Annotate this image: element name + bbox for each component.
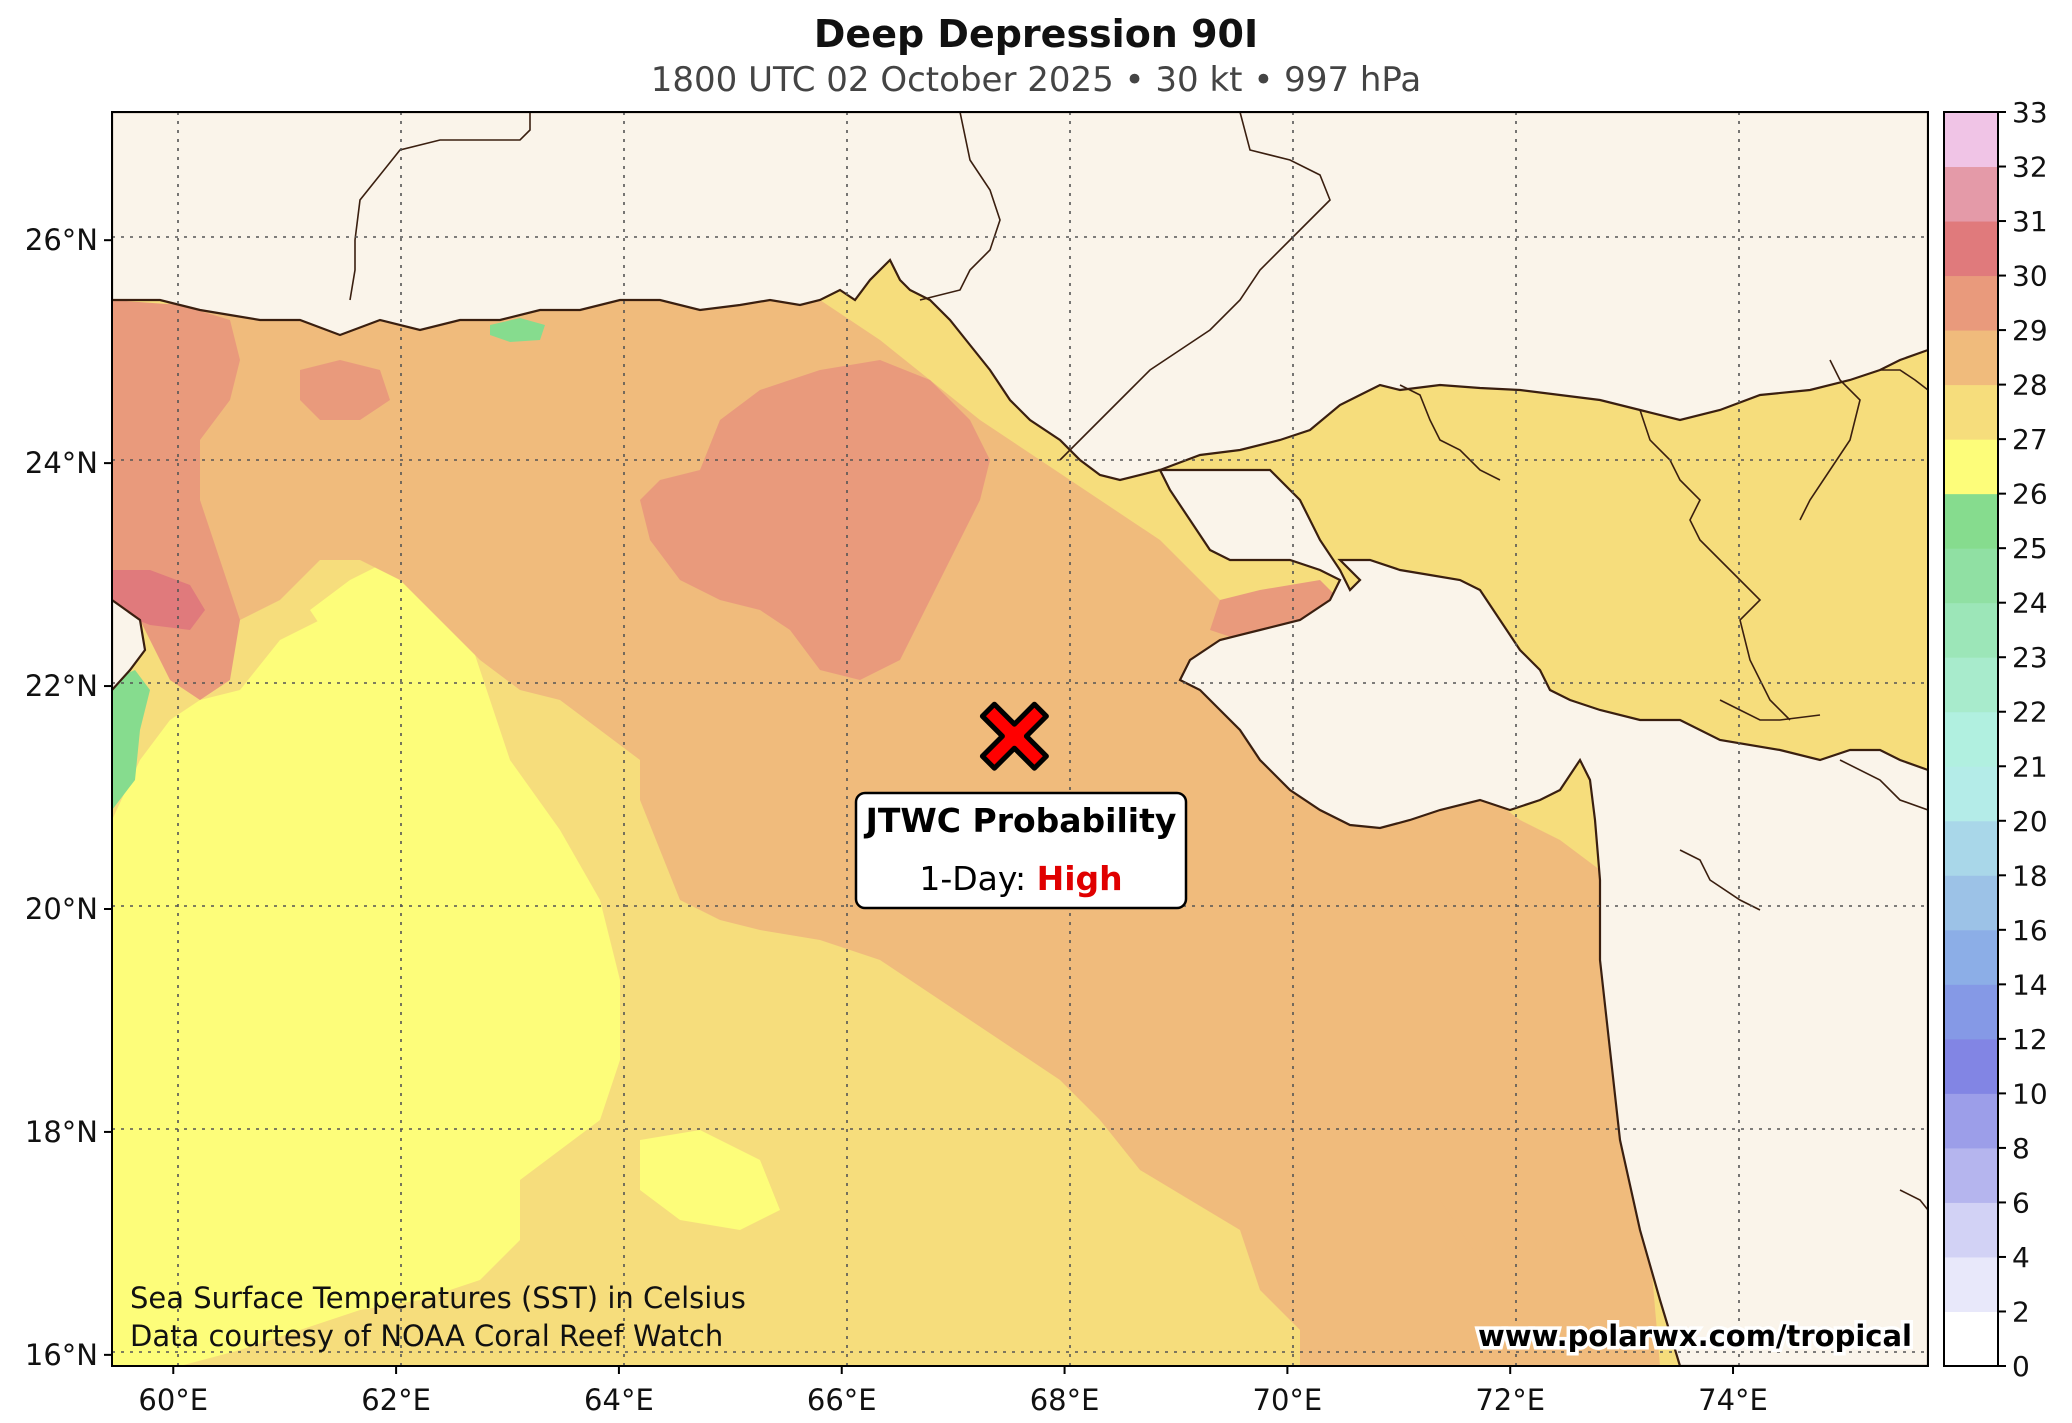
colorbar-label: 23: [2012, 641, 2048, 674]
colorbar-label: 21: [2012, 750, 2048, 783]
probability-label: 1-Day:: [919, 859, 1026, 898]
lat-tick-label: 22°N: [25, 669, 98, 703]
colorbar-label: 24: [2012, 587, 2048, 620]
colorbar-label: 0: [2012, 1350, 2030, 1383]
colorbar-segment: [1944, 984, 1998, 1040]
colorbar-label: 10: [2012, 1077, 2048, 1110]
probability-box: JTWC Probability 1-Day: High: [854, 791, 1188, 910]
chart-title: Deep Depression 90I: [813, 12, 1259, 56]
lon-tick-label: 72°E: [1475, 1383, 1545, 1417]
lon-tick-label: 62°E: [361, 1383, 431, 1417]
colorbar-segment: [1944, 275, 1998, 331]
sst-region-orange: [1290, 1180, 1500, 1366]
sst-region-green: [490, 318, 545, 342]
colorbar-label: 18: [2012, 859, 2048, 892]
lat-tick-label: 20°N: [25, 892, 98, 926]
colorbar-label: 27: [2012, 423, 2048, 456]
colorbar-segment: [1944, 602, 1998, 658]
colorbar-label: 32: [2012, 151, 2048, 184]
colorbar-segment: [1944, 548, 1998, 604]
sst-region-green: [112, 670, 150, 810]
colorbar-label: 25: [2012, 532, 2048, 565]
probability-line: 1-Day: High: [919, 859, 1122, 898]
land-india: [1158, 468, 1928, 1366]
probability-value: High: [1037, 859, 1123, 898]
colorbar-label: 20: [2012, 805, 2048, 838]
sst-region-yellow: [640, 1130, 780, 1230]
sst-region-yellow: [310, 560, 420, 640]
probability-title: JTWC Probability: [864, 801, 1177, 840]
colorbar-segment: [1944, 1147, 1998, 1203]
lon-tick-label: 70°E: [1253, 1383, 1323, 1417]
colorbar-segment: [1944, 112, 1998, 168]
colorbar-label: 6: [2012, 1186, 2030, 1219]
lon-tick-label: 66°E: [807, 1383, 877, 1417]
lat-tick-label: 24°N: [25, 446, 98, 480]
colorbar-segment: [1944, 1256, 1998, 1312]
colorbar-segment: [1944, 875, 1998, 931]
colorbar-segment: [1944, 1093, 1998, 1149]
colorbar-segment: [1944, 221, 1998, 277]
sst-region-salmon: [300, 360, 390, 420]
colorbar-label: 31: [2012, 205, 2048, 238]
colorbar-segment: [1944, 820, 1998, 876]
political-borders: [349, 112, 1928, 1211]
lat-tick-label: 18°N: [25, 1115, 98, 1149]
colorbar-segment: [1944, 1038, 1998, 1094]
colorbar-label: 28: [2012, 369, 2048, 402]
colorbar-label: 29: [2012, 314, 2048, 347]
map-plot-area: JTWC Probability 1-Day: High Sea Surface…: [112, 112, 1928, 1366]
colorbar: 0246810121416182021222324252627282930313…: [1943, 96, 2048, 1383]
colorbar-segment: [1944, 330, 1998, 386]
colorbar-segment: [1944, 657, 1998, 713]
storm-x-icon: [979, 701, 1049, 771]
colorbar-frame: [1943, 111, 1999, 1367]
colorbar-segment: [1944, 929, 1998, 985]
colorbar-label: 4: [2012, 1241, 2030, 1274]
lon-tick-label: 64°E: [584, 1383, 654, 1417]
colorbar-segment: [1944, 711, 1998, 767]
colorbar-segment: [1944, 166, 1998, 222]
colorbar-segment: [1944, 1202, 1998, 1258]
lon-tick-label: 68°E: [1030, 1383, 1100, 1417]
sst-region-salmon: [640, 360, 990, 680]
map-frame: [111, 111, 1929, 1367]
lat-tick-label: 26°N: [25, 223, 98, 257]
gridlines: [112, 112, 1928, 1366]
colorbar-label: 14: [2012, 968, 2048, 1001]
storm-center-marker[interactable]: [979, 701, 1049, 771]
sst-region-red: [112, 570, 205, 630]
colorbar-label: 22: [2012, 696, 2048, 729]
lon-tick-label: 60°E: [138, 1383, 208, 1417]
sst-region-salmon: [1210, 580, 1340, 640]
lon-tick-labels: 60°E 62°E 64°E 66°E 68°E 70°E 72°E 74°E: [138, 1366, 1768, 1417]
colorbar-label: 8: [2012, 1132, 2030, 1165]
colorbar-segment: [1944, 439, 1998, 495]
colorbar-label: 33: [2012, 96, 2048, 129]
colorbar-label: 16: [2012, 914, 2048, 947]
colorbar-segment: [1944, 384, 1998, 440]
sst-region-yellow: [112, 590, 620, 1366]
colorbar-label: 2: [2012, 1295, 2030, 1328]
lon-tick-label: 74°E: [1698, 1383, 1768, 1417]
sst-note: Sea Surface Temperatures (SST) in Celsiu…: [130, 1281, 746, 1315]
lat-tick-labels: 16°N 18°N 20°N 22°N 24°N 26°N: [25, 223, 112, 1372]
chart-subtitle: 1800 UTC 02 October 2025 • 30 kt • 997 h…: [650, 60, 1422, 100]
colorbar-segment: [1944, 766, 1998, 822]
colorbar-label: 26: [2012, 478, 2048, 511]
land-oman: [112, 598, 147, 692]
colorbar-segment: [1944, 1311, 1998, 1367]
colorbar-label: 30: [2012, 260, 2048, 293]
land-north: [112, 112, 1928, 482]
colorbar-label: 12: [2012, 1023, 2048, 1056]
data-credit-note: Data courtesy of NOAA Coral Reef Watch: [130, 1319, 723, 1353]
watermark: www.polarwx.com/tropical: [1475, 1316, 1916, 1357]
colorbar-segment: [1944, 493, 1998, 549]
watermark-text: www.polarwx.com/tropical: [1478, 1319, 1912, 1353]
lat-tick-label: 16°N: [25, 1338, 98, 1372]
